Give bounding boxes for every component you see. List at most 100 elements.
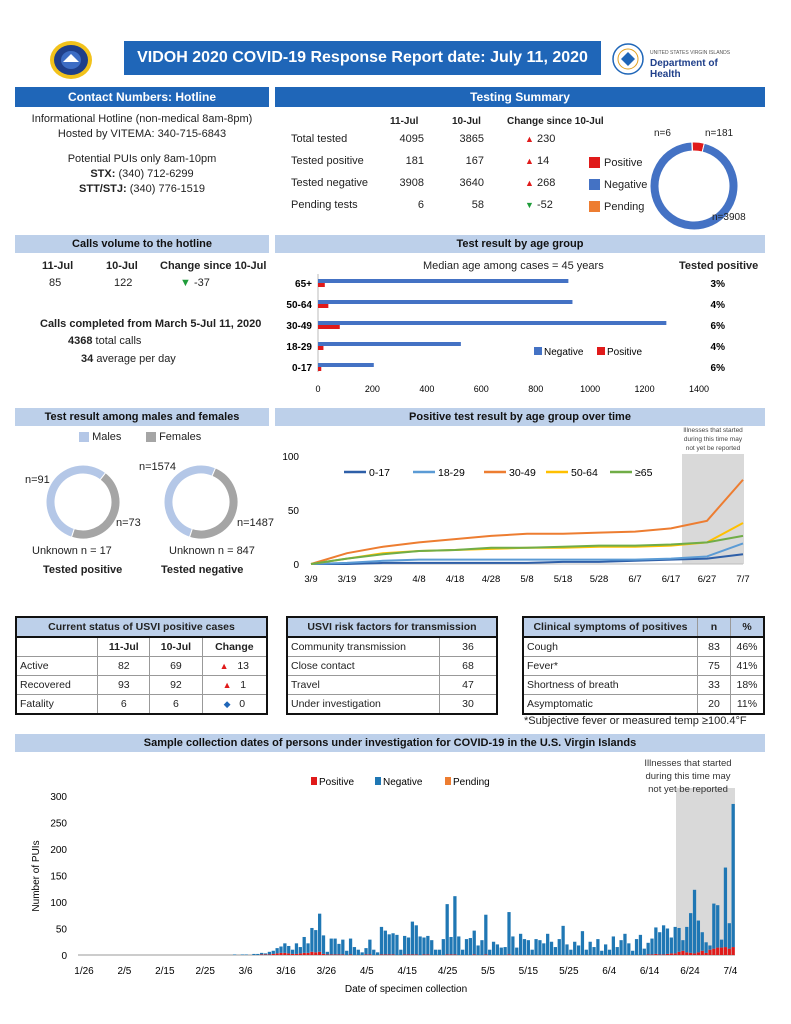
testing-row-change: ▼ -52 — [525, 199, 553, 211]
calls-total-label: total calls — [95, 335, 142, 347]
risk-label: Close contact — [286, 656, 440, 676]
pui-negative-bar — [453, 896, 457, 955]
pui-negative-bar — [557, 939, 561, 955]
timeline-y-tick: 100 — [282, 452, 299, 463]
timeline-y-tick: 0 — [293, 560, 299, 571]
timeline-legend-label: 30-49 — [509, 467, 536, 479]
pui-x-tick: 2/25 — [195, 966, 215, 977]
stt-label: STT/STJ: — [79, 183, 127, 195]
pui-negative-bar — [325, 951, 330, 955]
risk-value: 36 — [439, 636, 498, 657]
pui-negative-bar — [522, 939, 527, 955]
risk-label: Travel — [286, 675, 440, 695]
pui-positive-bar — [689, 952, 693, 955]
symptom-row: Fever* 75 41% — [522, 656, 765, 676]
pui-negative-bar — [464, 939, 469, 955]
pui-legend-label: Pending — [453, 777, 490, 788]
pui-negative-bar — [719, 939, 724, 948]
neg-females-n: n=1487 — [237, 517, 275, 529]
pui-negative-bar — [638, 934, 643, 955]
pui-negative-bar — [457, 936, 461, 955]
pui-positive-bar — [271, 953, 275, 955]
pui-negative-bar — [692, 889, 697, 954]
symptom-pct: 18% — [730, 675, 765, 695]
pui-y-label: Number of PUIs — [31, 840, 42, 911]
status-row: Fatality 6 6 ◆ 0 — [15, 694, 268, 715]
pui-positive-bar — [646, 954, 650, 955]
age-x-tick: 1000 — [580, 384, 600, 394]
testing-row-label: Tested negative — [291, 177, 369, 189]
timeline-x-tick: 6/27 — [698, 574, 717, 585]
pui-positive-bar — [681, 950, 685, 955]
pui-legend-swatch — [311, 777, 317, 785]
pui-negative-bar — [546, 933, 550, 955]
pui-negative-bar — [727, 923, 731, 949]
pui-positive-bar — [267, 954, 272, 955]
testing-row-10jul: 3640 — [459, 177, 484, 189]
pui-y-tick: 150 — [50, 872, 67, 883]
pui-positive-bar — [650, 954, 654, 955]
up-arrow-icon: ▲ — [525, 156, 534, 166]
age-positive-bar — [318, 304, 329, 308]
status-h2: 10-Jul — [149, 636, 203, 657]
testing-row-change: ▲ 230 — [525, 133, 555, 145]
donut-slice — [163, 464, 217, 538]
pui-negative-bar — [549, 941, 554, 955]
pui-positive-bar — [325, 954, 330, 955]
pui-positive-bar — [426, 954, 430, 955]
pui-note: not yet be reported — [648, 784, 728, 795]
pui-negative-bar — [499, 947, 503, 955]
testing-row-change: ▲ 268 — [525, 177, 555, 189]
pui-negative-bar — [518, 933, 523, 955]
females-swatch — [146, 432, 156, 443]
pui-positive-bar — [723, 947, 728, 955]
pui-positive-bar — [287, 953, 291, 955]
pui-y-tick: 100 — [50, 898, 67, 909]
symptom-label: Asymptomatic — [522, 694, 698, 715]
testing-legend-swatch — [589, 157, 600, 168]
symptom-n: 33 — [697, 675, 731, 695]
status-row: Recovered 93 92 ▲ 1 — [15, 675, 268, 695]
pui-negative-bar — [661, 925, 666, 955]
symptoms-hn: n — [697, 616, 731, 638]
testing-col1: 11-Jul — [390, 116, 419, 127]
timeline-x-tick: 4/8 — [412, 574, 425, 585]
pui-negative-bar — [379, 926, 384, 955]
pui-positive-bar — [260, 954, 264, 955]
pui-negative-bar — [414, 925, 418, 955]
risk-row: Travel 47 — [286, 675, 498, 695]
pui-negative-bar — [383, 930, 387, 955]
pui-y-tick: 300 — [50, 792, 67, 803]
pui-negative-bar — [418, 936, 422, 955]
timeline-note: not yet be reported — [686, 445, 741, 452]
risk-label: Community transmission — [286, 636, 440, 657]
pui-x-tick: 4/15 — [397, 966, 417, 977]
pui-positive-bar — [700, 950, 704, 955]
pui-negative-bar — [484, 914, 488, 955]
pui-bar-chart: Illnesses that started during this time m… — [31, 758, 738, 995]
status-blank — [16, 636, 99, 657]
calls-avg: 34 average per day — [81, 353, 176, 365]
pui-positive-bar — [472, 954, 476, 955]
status-10jul: 69 — [149, 656, 203, 676]
timeline-legend-label: 50-64 — [571, 467, 598, 479]
negative-sex-donut — [163, 464, 239, 540]
pui-negative-bar — [553, 947, 558, 955]
testing-row-10jul: 3865 — [459, 133, 484, 145]
pui-negative-bar — [410, 921, 415, 955]
symptoms-table: Clinical symptoms of positives n% Cough 83… — [522, 616, 765, 715]
timeline-note: Illnesses that started — [683, 427, 743, 434]
pui-note: Illnesses that started — [644, 758, 731, 769]
pui-negative-bar — [302, 936, 306, 953]
pui-y-tick: 250 — [50, 819, 67, 830]
pui-negative-bar — [488, 949, 492, 955]
pui-negative-bar — [298, 947, 302, 954]
pui-negative-bar — [716, 905, 720, 948]
pui-positive-bar — [704, 952, 708, 955]
age-median: Median age among cases = 45 years — [423, 260, 604, 272]
pui-positive-bar — [731, 947, 735, 955]
timeline-x-tick: 5/18 — [554, 574, 573, 585]
pui-negative-bar — [279, 946, 283, 953]
pos-caption: Tested positive — [43, 564, 123, 576]
status-h1: 11-Jul — [97, 636, 151, 657]
